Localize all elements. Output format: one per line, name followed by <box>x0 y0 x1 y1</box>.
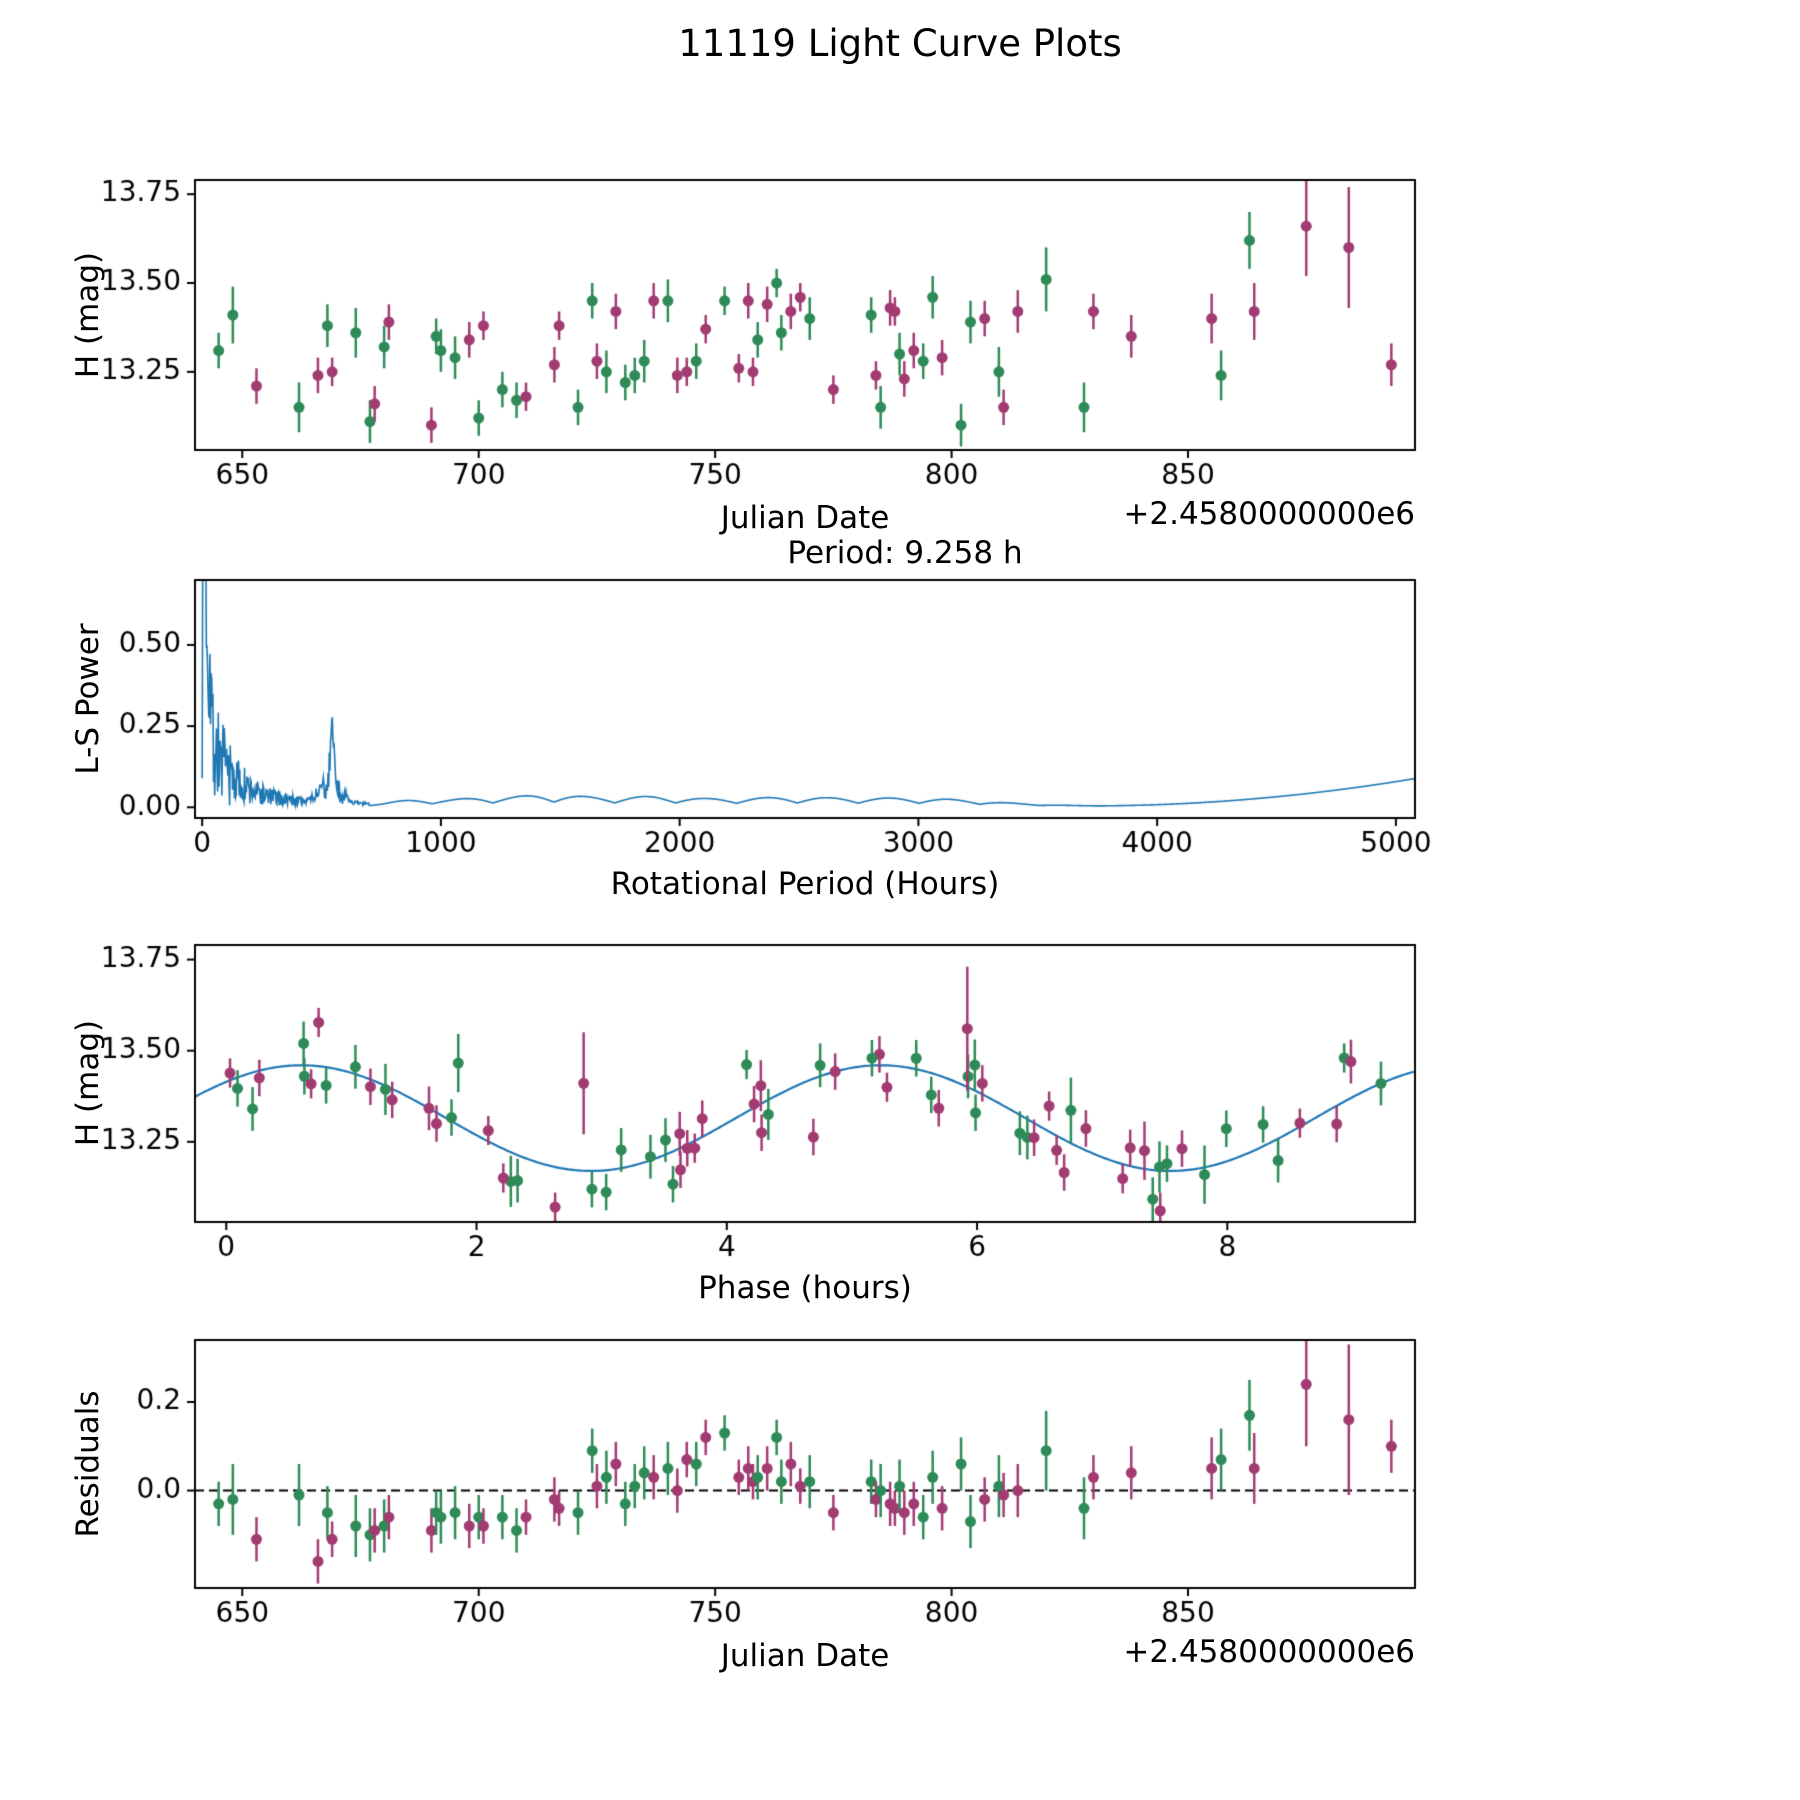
panel1-xlabel: Julian Date <box>720 500 890 536</box>
panel4-axis-offset: +2.4580000000e6 <box>1123 1634 1415 1670</box>
panel3-xlabel: Phase (hours) <box>698 1270 912 1306</box>
panel3-ylabel: H (mag) <box>70 1019 106 1147</box>
period-annotation: Period: 9.258 h <box>787 535 1023 571</box>
panel1-axis-offset: +2.4580000000e6 <box>1123 496 1415 532</box>
panel2-xlabel: Rotational Period (Hours) <box>610 866 1000 902</box>
panel4-xlabel: Julian Date <box>720 1638 890 1674</box>
panel2-ylabel: L-S Power <box>70 623 106 775</box>
panel4-ylabel: Residuals <box>70 1390 106 1538</box>
panel1-ylabel: H (mag) <box>70 251 106 379</box>
figure-title: 11119 Light Curve Plots <box>678 22 1122 65</box>
